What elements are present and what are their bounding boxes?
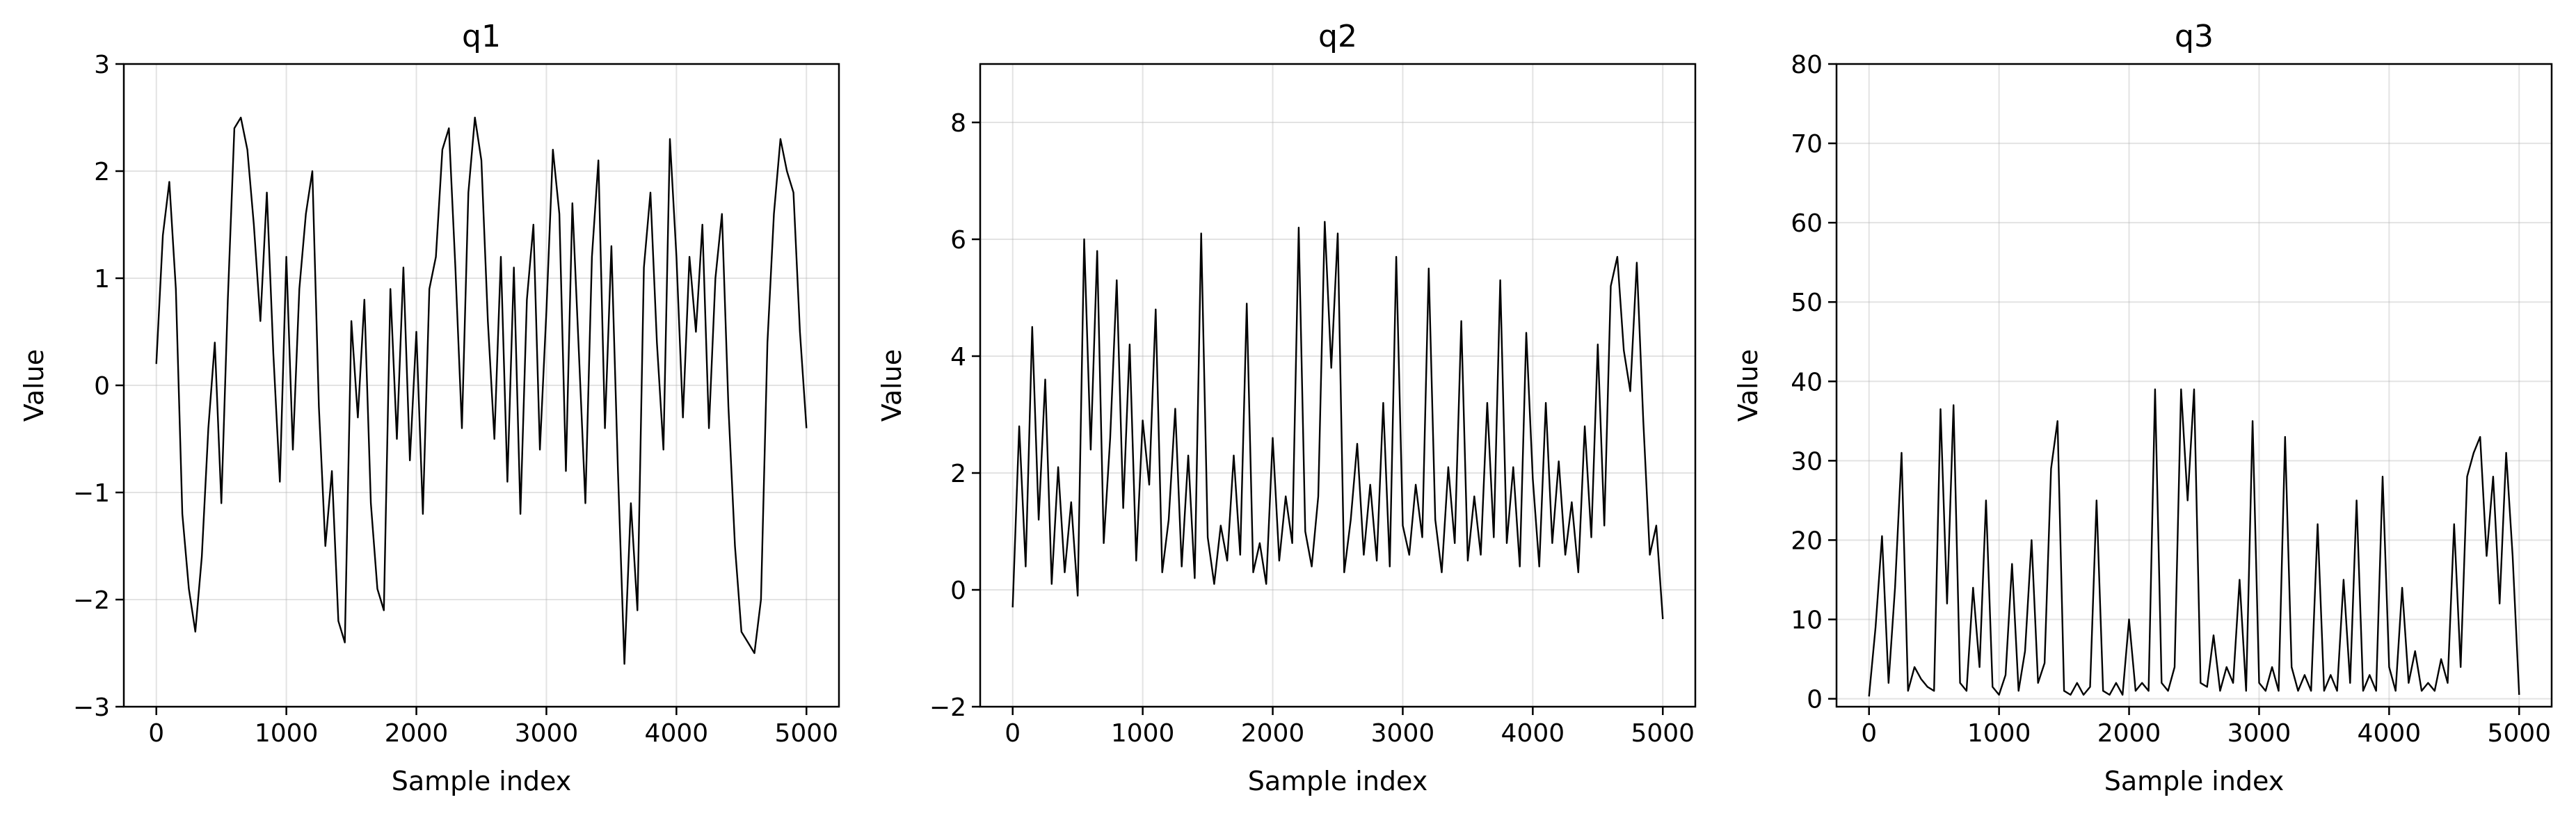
x-tick-label: 2000 [2097,719,2161,748]
chart-title: q1 [462,19,501,54]
y-tick-label: 10 [1791,607,1823,635]
x-axis-label: Sample index [2104,766,2285,796]
x-tick-label: 5000 [1631,719,1695,748]
plot-frame [1835,63,2553,708]
x-tick-label: 0 [148,719,164,748]
x-tick-label: 1000 [255,719,319,748]
x-tick-label: 3000 [515,719,579,748]
y-tick-label: 3 [94,51,110,79]
y-tick-label: 8 [950,109,966,138]
y-tick-label: 2 [950,460,966,488]
y-tick-label: −1 [73,479,110,508]
y-axis-label: Value [1733,349,1763,422]
series-line [1011,220,1664,620]
y-tick-label: 4 [950,343,966,371]
y-tick-label: 20 [1791,527,1823,555]
y-axis-label: Value [19,349,49,422]
x-axis-label: Sample index [392,766,572,796]
x-axis-label: Sample index [1248,766,1428,796]
subplot-q3: q3 Sample index Value 0 1000 2000 3000 4000 5… [1733,19,2553,796]
x-tick-label: 0 [1005,719,1021,748]
y-tick-label: 40 [1791,368,1823,396]
y-axis-label: Value [877,349,907,422]
x-tick-label: 0 [1861,719,1877,748]
subplot-q2: q2 Sample index Value 0 1000 2000 3000 4000 5… [877,19,1697,796]
chart-title: q2 [1318,19,1357,54]
x-tick-label: 4000 [645,719,709,748]
y-tick-label: 30 [1791,447,1823,476]
y-tick-label: 0 [94,372,110,401]
subplot-q1: q1 Sample index Value 0 1000 2000 3000 4000 5… [19,19,840,796]
y-tick-label: 50 [1791,289,1823,317]
y-tick-label: 0 [950,577,966,605]
y-tick-label: 60 [1791,209,1823,238]
y-tick-label: 80 [1791,51,1823,79]
x-tick-label: 4000 [1501,719,1565,748]
series-line [1868,388,2520,697]
x-tick-label: 3000 [1371,719,1435,748]
x-tick-label: 4000 [2358,719,2422,748]
x-tick-label: 5000 [774,719,838,748]
y-tick-label: −2 [929,693,966,722]
y-tick-label: 6 [950,226,966,255]
y-tick-label: 70 [1791,130,1823,159]
x-tick-label: 1000 [1111,719,1175,748]
x-tick-label: 3000 [2227,719,2291,748]
y-tick-label: 0 [1807,686,1823,714]
plot-frame [979,63,1697,708]
chart-title: q3 [2175,19,2214,54]
y-tick-label: 2 [94,158,110,186]
y-tick-label: 1 [94,265,110,294]
x-tick-label: 2000 [385,719,449,748]
x-tick-label: 2000 [1241,719,1305,748]
y-tick-label: −2 [73,586,110,615]
x-tick-label: 5000 [2487,719,2551,748]
series-line [155,116,808,665]
x-tick-label: 1000 [1967,719,2031,748]
y-tick-label: −3 [73,693,110,722]
